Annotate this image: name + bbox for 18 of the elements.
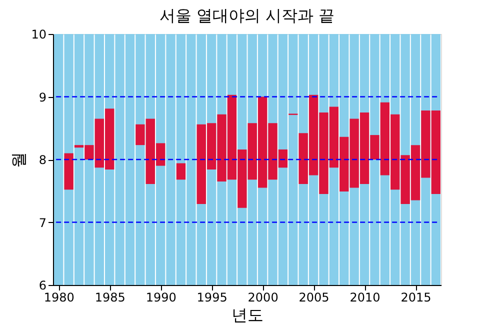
chart-title: 서울 열대야의 시작과 끝 [159, 6, 335, 25]
x-tick-label: 2000 [248, 290, 278, 304]
y-axis-title: 월 [9, 152, 28, 168]
y-tick-label: 10 [31, 28, 46, 42]
bar [64, 153, 74, 190]
bar [176, 163, 186, 180]
x-tick-label: 1995 [196, 290, 228, 304]
y-tick-label: 8 [38, 153, 46, 167]
y-tick-label: 6 [38, 278, 46, 292]
x-tick-label: 1985 [94, 290, 126, 304]
y-tick-label: 7 [38, 216, 46, 230]
x-tick-label: 2015 [400, 290, 432, 304]
x-tick-label: 2010 [350, 290, 380, 304]
x-tick-label: 1990 [146, 290, 176, 304]
x-tick-label: 2005 [298, 290, 330, 304]
x-tick-label: 1980 [44, 290, 74, 304]
y-tick-label: 9 [38, 90, 46, 104]
x-axis-title: 년도 [232, 306, 264, 324]
